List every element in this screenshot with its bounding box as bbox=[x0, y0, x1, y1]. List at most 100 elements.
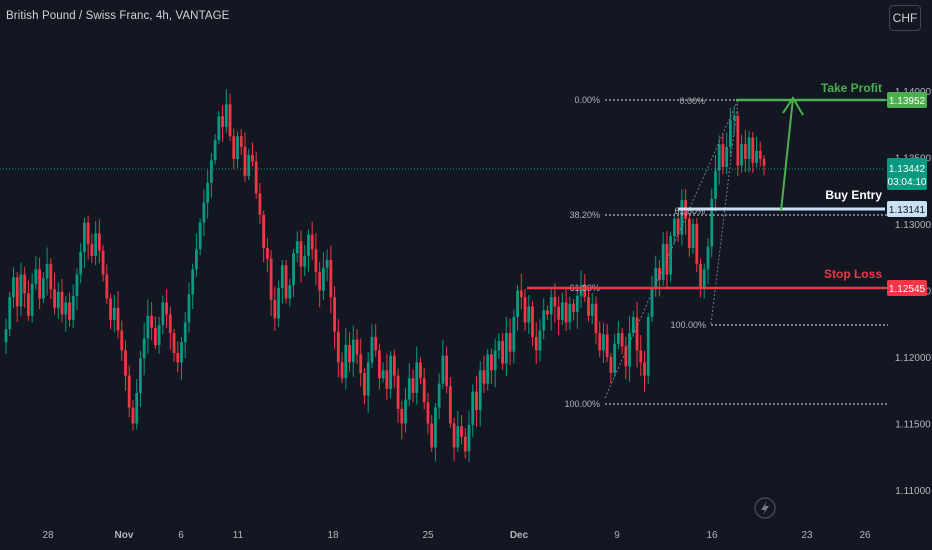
candle-body bbox=[49, 263, 53, 290]
candle-body bbox=[508, 333, 512, 352]
candle-body bbox=[613, 343, 617, 373]
candle-body bbox=[344, 345, 348, 379]
fib-retracement-right[interactable]: 0.00% 61.80% 100.00% bbox=[670, 96, 888, 330]
candle-body bbox=[546, 310, 549, 315]
candle-body bbox=[8, 297, 12, 330]
candle-body bbox=[434, 407, 437, 448]
candle-body bbox=[639, 350, 643, 363]
candle-body bbox=[202, 202, 206, 223]
candle-body bbox=[228, 104, 232, 137]
candle-body bbox=[531, 306, 534, 338]
candle-body bbox=[516, 290, 519, 318]
candle-body bbox=[553, 297, 557, 307]
candle-body bbox=[467, 424, 471, 452]
candle-body bbox=[183, 322, 187, 343]
candle-body bbox=[396, 375, 400, 409]
candle-body bbox=[314, 249, 318, 272]
candle-body bbox=[374, 337, 378, 351]
candle-body bbox=[736, 116, 740, 166]
svg-text:1.12545: 1.12545 bbox=[889, 284, 926, 295]
candle-body bbox=[236, 136, 239, 159]
candle-body bbox=[728, 120, 732, 147]
candle-body bbox=[56, 291, 60, 308]
candle-body bbox=[71, 295, 75, 320]
candle-body bbox=[310, 234, 314, 250]
candle-body bbox=[605, 334, 609, 357]
candle-body bbox=[587, 297, 590, 316]
y-tick-label: 1.12000 bbox=[895, 353, 932, 364]
candle-body bbox=[348, 345, 351, 363]
candle-body bbox=[721, 144, 725, 167]
candle-body bbox=[4, 329, 8, 343]
candle-body bbox=[109, 298, 112, 320]
candle-body bbox=[572, 303, 575, 312]
currency-button[interactable]: CHF bbox=[889, 5, 921, 31]
candle-body bbox=[751, 137, 755, 163]
candle-body bbox=[519, 290, 523, 298]
candle-body bbox=[616, 333, 620, 344]
candle-body bbox=[45, 263, 49, 279]
candle-body bbox=[669, 235, 673, 275]
candle-body bbox=[127, 375, 131, 408]
candle-body bbox=[258, 193, 262, 215]
candle-body bbox=[68, 302, 71, 320]
x-tick-label: Nov bbox=[115, 530, 134, 541]
candle-body bbox=[359, 354, 363, 373]
candle-body bbox=[687, 218, 691, 248]
fib-left-label-100: 100.00% bbox=[564, 399, 600, 409]
candle-body bbox=[512, 317, 516, 352]
candle-body bbox=[146, 315, 150, 339]
candle-body bbox=[23, 274, 27, 294]
candle-body bbox=[340, 362, 344, 379]
candle-body bbox=[105, 274, 109, 299]
candle-body bbox=[699, 263, 702, 290]
candle-body bbox=[198, 222, 202, 250]
target-arrow[interactable] bbox=[780, 96, 804, 212]
candle-body bbox=[303, 255, 307, 267]
price-label-current: 1.13442 03:04:10 bbox=[887, 158, 927, 190]
candle-body bbox=[355, 339, 359, 355]
candle-body bbox=[430, 423, 434, 448]
candle-body bbox=[27, 293, 30, 316]
candle-body bbox=[579, 285, 583, 296]
lightning-icon[interactable] bbox=[754, 497, 776, 519]
candle-body bbox=[153, 327, 157, 346]
candle-body bbox=[590, 303, 594, 316]
candle-body bbox=[411, 378, 415, 393]
candle-body bbox=[400, 408, 404, 424]
candle-body bbox=[381, 370, 385, 379]
candle-body bbox=[743, 144, 747, 159]
candle-body bbox=[269, 258, 273, 300]
candle-body bbox=[602, 334, 605, 351]
candle-body bbox=[333, 297, 336, 332]
candle-body bbox=[15, 277, 19, 307]
candle-body bbox=[329, 259, 333, 298]
candle-body bbox=[131, 407, 135, 424]
x-tick-label: 18 bbox=[327, 530, 339, 541]
candle-body bbox=[758, 150, 762, 159]
candle-body bbox=[97, 233, 101, 251]
candle-body bbox=[609, 357, 613, 373]
candle-body bbox=[321, 267, 325, 291]
fib-left-label-0: 0.00% bbox=[574, 95, 600, 105]
candle-body bbox=[486, 354, 490, 384]
svg-text:1.13442: 1.13442 bbox=[889, 164, 926, 175]
candle-body bbox=[318, 271, 322, 291]
fib-right-trend-line bbox=[710, 99, 739, 325]
candle-body bbox=[714, 170, 717, 199]
candle-body bbox=[594, 303, 598, 334]
candle-body bbox=[407, 378, 411, 400]
candle-body bbox=[628, 333, 631, 367]
candle-body bbox=[83, 222, 86, 252]
y-tick-label: 1.11500 bbox=[895, 420, 931, 431]
candle-body bbox=[172, 333, 176, 354]
x-tick-label: 16 bbox=[706, 530, 718, 541]
candle-body bbox=[209, 160, 213, 183]
candle-body bbox=[560, 302, 564, 320]
candle-body bbox=[482, 370, 486, 384]
candle-body bbox=[292, 253, 295, 286]
candle-body bbox=[213, 140, 217, 161]
candle-body bbox=[456, 426, 460, 448]
candle-body bbox=[706, 246, 710, 270]
